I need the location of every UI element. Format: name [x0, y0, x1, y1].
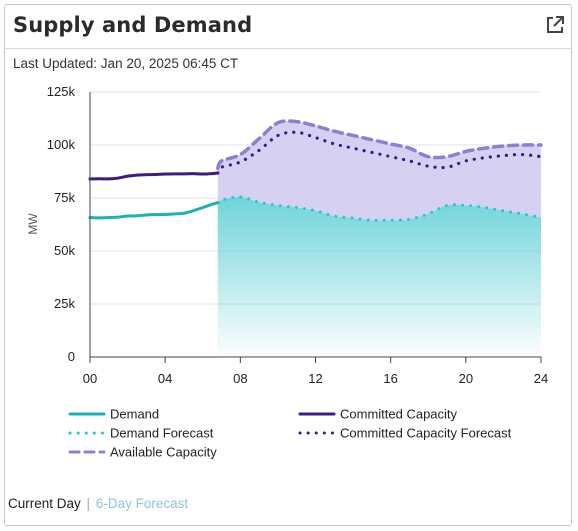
view-switcher: Current Day | 6-Day Forecast [8, 496, 188, 511]
card-header: Supply and Demand [5, 5, 571, 49]
external-link-icon[interactable] [545, 15, 565, 35]
six-day-forecast-link[interactable]: 6-Day Forecast [95, 496, 189, 511]
legend-label: Demand [110, 407, 159, 422]
x-tick-label: 00 [83, 371, 97, 386]
demand-forecast-area [217, 196, 542, 357]
y-tick-label: 125k [47, 84, 76, 99]
card-title: Supply and Demand [13, 13, 253, 37]
y-tick-label: 0 [68, 349, 75, 364]
x-tick-label: 04 [158, 371, 172, 386]
available-capacity-line [216, 119, 543, 171]
legend-label: Committed Capacity Forecast [340, 426, 512, 441]
y-axis-label: MW [26, 213, 40, 235]
current-day-tab[interactable]: Current Day [8, 496, 81, 511]
committed-capacity-line [88, 171, 220, 181]
y-tick-label: 50k [54, 243, 75, 258]
x-tick-label: 16 [383, 371, 397, 386]
x-tick-label: 12 [308, 371, 322, 386]
y-tick-label: 25k [54, 296, 75, 311]
available-capacity-area [217, 120, 542, 221]
demand-line [88, 201, 220, 220]
x-tick-label: 08 [233, 371, 247, 386]
legend-label: Available Capacity [110, 445, 217, 460]
last-updated: Last Updated: Jan 20, 2025 06:45 CT [13, 56, 239, 71]
legend-label: Demand Forecast [110, 426, 214, 441]
x-tick-label: 24 [534, 371, 548, 386]
x-tick-label: 20 [459, 371, 473, 386]
legend-label: Committed Capacity [340, 407, 458, 422]
y-tick-label: 100k [47, 137, 76, 152]
committed-capacity-forecast-line [216, 130, 543, 175]
tab-separator: | [86, 496, 91, 511]
y-tick-label: 75k [54, 190, 75, 205]
